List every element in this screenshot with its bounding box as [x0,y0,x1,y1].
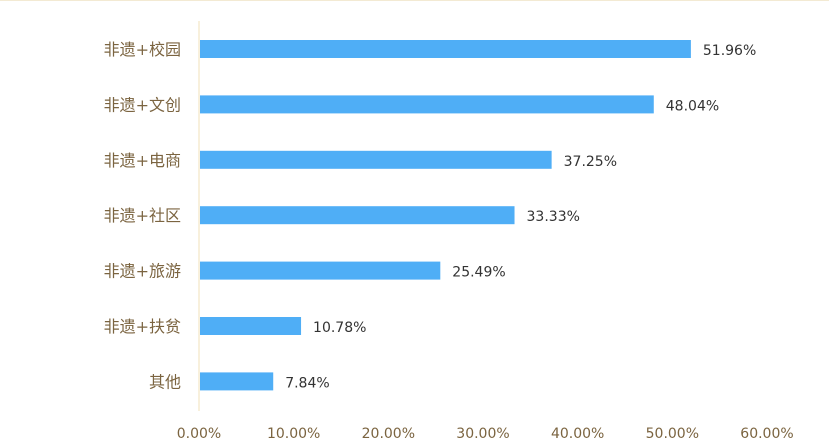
category-label: 非遗+电商 [104,151,181,170]
category-label: 非遗+文创 [104,95,181,114]
x-tick-label: 10.00% [267,426,320,442]
data-label: 7.84% [285,375,329,391]
x-tick-label: 20.00% [362,426,415,442]
data-label: 51.96% [703,43,756,59]
bar [200,261,441,280]
category-label: 非遗+校园 [104,40,181,59]
x-tick-label: 60.00% [740,426,793,442]
bar [200,150,552,169]
category-label: 非遗+旅游 [104,262,181,281]
data-label: 48.04% [666,98,719,114]
x-tick-label: 40.00% [551,426,604,442]
data-label: 33.33% [527,209,580,225]
category-label: 其他 [149,372,181,391]
bar [200,372,274,391]
x-tick-label: 30.00% [456,426,509,442]
bar [200,95,654,114]
category-label: 非遗+社区 [104,206,181,225]
bar [200,317,302,335]
data-label: 25.49% [452,265,505,281]
bar [200,40,691,58]
x-tick-label: 0.00% [177,426,221,442]
category-label: 非遗+扶贫 [104,317,181,336]
x-tick-label: 50.00% [646,426,699,442]
data-label: 10.78% [313,320,366,336]
data-label: 37.25% [564,154,617,170]
bar [200,206,515,225]
